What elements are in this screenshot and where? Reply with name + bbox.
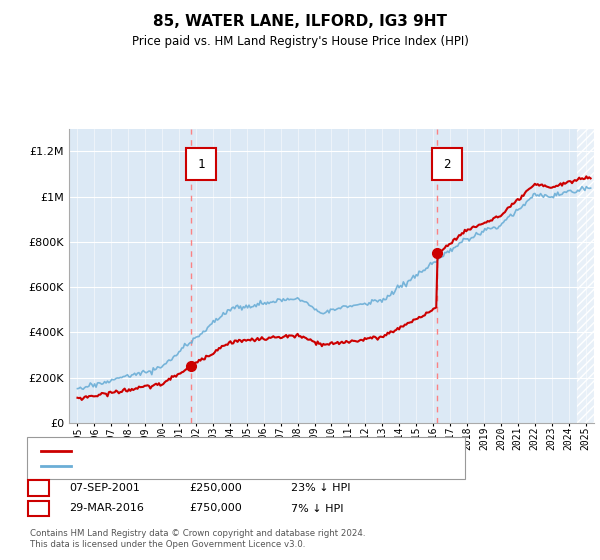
Text: 2: 2 xyxy=(35,503,42,514)
Text: 7% ↓ HPI: 7% ↓ HPI xyxy=(291,503,343,514)
Text: 07-SEP-2001: 07-SEP-2001 xyxy=(69,483,140,493)
Text: £750,000: £750,000 xyxy=(189,503,242,514)
Text: 23% ↓ HPI: 23% ↓ HPI xyxy=(291,483,350,493)
Text: HPI: Average price, detached house, Redbridge: HPI: Average price, detached house, Redb… xyxy=(75,461,321,471)
Text: 1: 1 xyxy=(35,483,42,493)
FancyBboxPatch shape xyxy=(185,148,216,180)
Text: £250,000: £250,000 xyxy=(189,483,242,493)
FancyBboxPatch shape xyxy=(432,148,463,180)
Text: Contains HM Land Registry data © Crown copyright and database right 2024.
This d: Contains HM Land Registry data © Crown c… xyxy=(30,529,365,549)
Text: 1: 1 xyxy=(197,157,205,171)
Text: 29-MAR-2016: 29-MAR-2016 xyxy=(69,503,144,514)
Text: 2: 2 xyxy=(443,157,451,171)
Polygon shape xyxy=(577,129,594,423)
Text: Price paid vs. HM Land Registry's House Price Index (HPI): Price paid vs. HM Land Registry's House … xyxy=(131,35,469,48)
Text: 85, WATER LANE, ILFORD, IG3 9HT: 85, WATER LANE, ILFORD, IG3 9HT xyxy=(153,14,447,29)
Text: 85, WATER LANE, ILFORD, IG3 9HT (detached house): 85, WATER LANE, ILFORD, IG3 9HT (detache… xyxy=(75,446,349,456)
